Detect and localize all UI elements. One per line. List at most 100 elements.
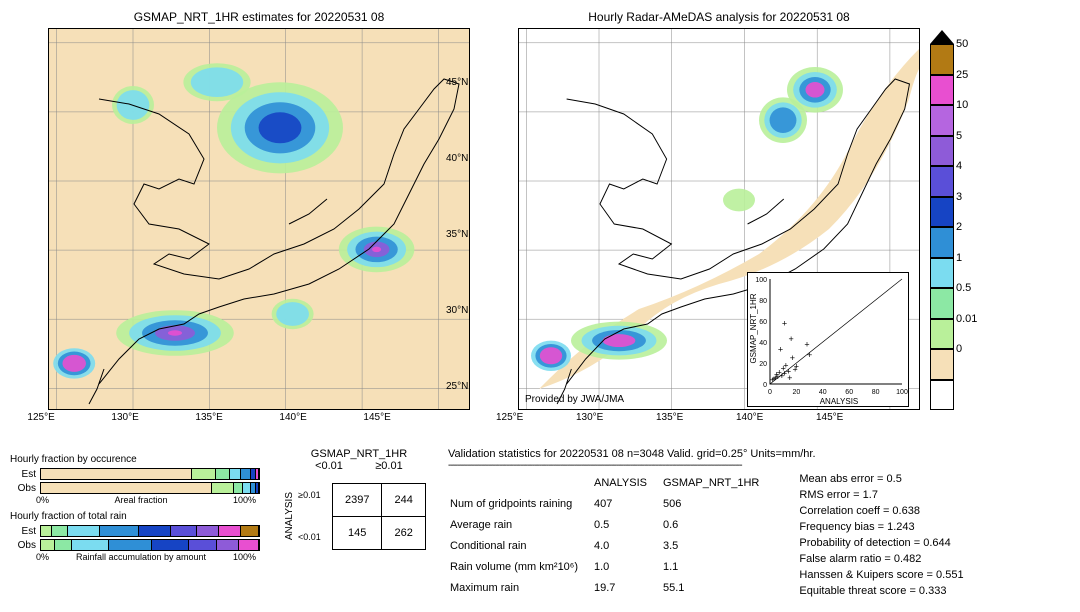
fraction-block: Hourly fraction by occurenceEstObs0%Area… <box>10 448 270 599</box>
ytick: 25°N <box>446 381 468 392</box>
colorbar-label: 10 <box>956 99 968 111</box>
map-right: ++++++++++++++++++++00202040406060808010… <box>518 28 920 410</box>
cont-col-1: ≥0.01 <box>359 460 419 472</box>
ytick: 35°N <box>446 229 468 240</box>
fraction-axis: 0%Rainfall accumulation by amount100% <box>36 552 256 562</box>
stats-cell: Conditional rain <box>450 536 592 555</box>
stats-cell: Average rain <box>450 515 592 534</box>
svg-text:+: + <box>804 339 809 349</box>
svg-text:+: + <box>794 361 799 371</box>
bottom-row: Hourly fraction by occurenceEstObs0%Area… <box>10 448 1070 599</box>
stats-cell: 1.0 <box>594 557 661 576</box>
stats-cell: 0.6 <box>663 515 773 534</box>
colorbar-seg <box>930 75 954 106</box>
colorbar-label: 4 <box>956 160 962 172</box>
xtick: 135°E <box>656 412 683 423</box>
xtick: 125°E <box>496 412 523 423</box>
map-right-title: Hourly Radar-AMeDAS analysis for 2022053… <box>518 10 920 24</box>
contingency-block: GSMAP_NRT_1HR <0.01 ≥0.01 ANALYSIS ≥0.01… <box>284 448 434 599</box>
colorbar-seg <box>930 349 954 380</box>
colorbar-seg <box>930 380 954 411</box>
svg-text:0: 0 <box>763 382 767 389</box>
ytick: 45°N <box>446 77 468 88</box>
ytick: 30°N <box>446 305 468 316</box>
cont-row-1: <0.01 <box>298 532 321 542</box>
colorbar-label: 0 <box>956 343 962 355</box>
colorbar-seg <box>930 197 954 228</box>
xtick: 130°E <box>111 412 138 423</box>
stats-cell: 506 <box>663 494 773 513</box>
cont-cell-11: 262 <box>382 516 425 549</box>
stats-col-header <box>450 473 592 492</box>
contingency-header: GSMAP_NRT_1HR <box>284 448 434 460</box>
stats-score: Mean abs error = 0.5 <box>799 471 963 487</box>
colorbar-label: 0.01 <box>956 313 977 325</box>
ytick: 40°N <box>446 153 468 164</box>
svg-text:60: 60 <box>845 389 853 396</box>
svg-text:40: 40 <box>819 389 827 396</box>
xtick: 125°E <box>27 412 54 423</box>
stats-cell: 55.1 <box>663 578 773 597</box>
svg-text:60: 60 <box>759 319 767 326</box>
fraction-row-label: Est <box>10 469 40 480</box>
svg-text:+: + <box>778 345 783 355</box>
fraction-row-label: Obs <box>10 540 40 551</box>
stats-cell: 1.1 <box>663 557 773 576</box>
stats-cell: Rain volume (mm km²10⁶) <box>450 557 592 576</box>
map-left-title: GSMAP_NRT_1HR estimates for 20220531 08 <box>48 10 470 24</box>
fraction-row-label: Obs <box>10 483 40 494</box>
xtick: 135°E <box>195 412 222 423</box>
colorbar-seg <box>930 258 954 289</box>
inset-scatter: ++++++++++++++++++++00202040406060808010… <box>747 272 909 407</box>
colorbar: 502510543210.50.010 <box>930 30 954 410</box>
colorbar-seg <box>930 288 954 319</box>
svg-text:20: 20 <box>759 361 767 368</box>
fraction-title: Hourly fraction by occurence <box>10 454 270 465</box>
stats-score: False alarm ratio = 0.482 <box>799 551 963 567</box>
map-left <box>48 28 470 410</box>
fraction-row: Obs <box>10 538 270 552</box>
colorbar-label: 3 <box>956 191 962 203</box>
cont-cell-01: 244 <box>382 483 425 516</box>
xtick: 130°E <box>576 412 603 423</box>
svg-text:80: 80 <box>872 389 880 396</box>
colorbar-label: 1 <box>956 252 962 264</box>
colorbar-panel: 502510543210.50.010 <box>930 10 990 430</box>
svg-text:0: 0 <box>768 389 772 396</box>
stats-score: Frequency bias = 1.243 <box>799 519 963 535</box>
colorbar-seg <box>930 227 954 258</box>
colorbar-seg <box>930 136 954 167</box>
svg-text:100: 100 <box>896 389 908 396</box>
colorbar-label: 50 <box>956 38 968 50</box>
map-left-panel: GSMAP_NRT_1HR estimates for 20220531 08 … <box>10 10 470 430</box>
fraction-row: Est <box>10 467 270 481</box>
stats-title: Validation statistics for 20220531 08 n=… <box>448 448 1070 460</box>
svg-text:+: + <box>782 318 787 328</box>
contingency-table: 2397244 145262 <box>332 483 426 550</box>
fraction-axis: 0%Areal fraction100% <box>36 495 256 505</box>
stats-cell: 0.5 <box>594 515 661 534</box>
stats-col-header: GSMAP_NRT_1HR <box>663 473 773 492</box>
svg-text:+: + <box>807 350 812 360</box>
svg-text:40: 40 <box>759 340 767 347</box>
stats-block: Validation statistics for 20220531 08 n=… <box>448 448 1070 599</box>
xtick: 140°E <box>736 412 763 423</box>
cont-cell-00: 2397 <box>332 483 381 516</box>
fraction-row-label: Est <box>10 526 40 537</box>
stats-col-header: ANALYSIS <box>594 473 661 492</box>
svg-text:20: 20 <box>793 389 801 396</box>
svg-text:GSMAP_NRT_1HR: GSMAP_NRT_1HR <box>749 293 758 363</box>
fraction-bar <box>40 482 260 494</box>
cont-row-0: ≥0.01 <box>298 490 321 500</box>
colorbar-label: 5 <box>956 130 962 142</box>
stats-cell: 4.0 <box>594 536 661 555</box>
stats-score: Hanssen & Kuipers score = 0.551 <box>799 567 963 583</box>
stats-cell: 19.7 <box>594 578 661 597</box>
cont-cell-10: 145 <box>332 516 381 549</box>
map-right-panel: Hourly Radar-AMeDAS analysis for 2022053… <box>480 10 920 430</box>
fraction-row: Est <box>10 524 270 538</box>
cont-ylabel: ANALYSIS <box>284 492 295 540</box>
fraction-bar <box>40 525 260 537</box>
colorbar-seg <box>930 319 954 350</box>
colorbar-label: 2 <box>956 221 962 233</box>
